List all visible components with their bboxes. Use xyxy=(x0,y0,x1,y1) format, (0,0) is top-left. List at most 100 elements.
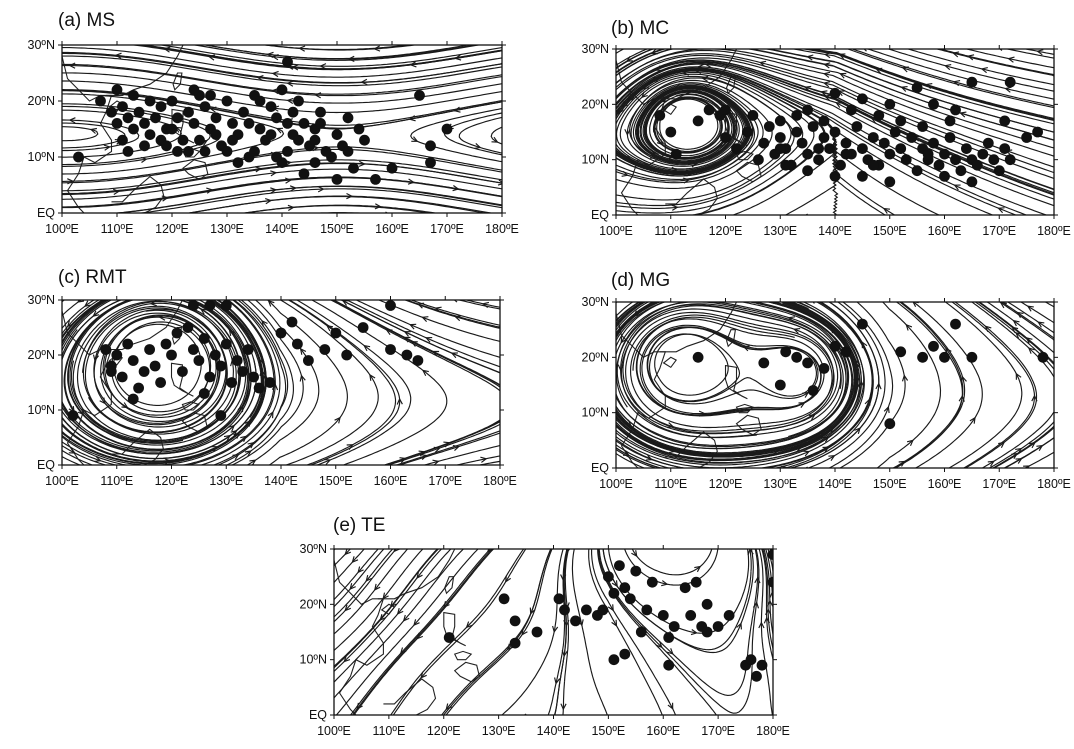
tc-genesis-dot xyxy=(559,604,570,616)
flow-arrow xyxy=(501,117,502,118)
lat-label: 30ºN xyxy=(582,295,610,309)
flow-arrow xyxy=(480,31,486,36)
streamline xyxy=(208,284,226,294)
flow-arrow xyxy=(598,77,604,82)
tc-genesis-dot xyxy=(690,576,702,588)
flow-arrow xyxy=(1011,326,1019,333)
flow-arrow xyxy=(516,189,522,194)
tc-genesis-dot xyxy=(531,626,543,638)
tc-genesis-dot xyxy=(348,162,359,174)
flow-arrow xyxy=(925,83,933,90)
streamline xyxy=(898,302,964,436)
tc-genesis-dot xyxy=(357,322,369,333)
streamline xyxy=(62,93,285,175)
flow-arrow xyxy=(792,328,801,334)
streamline xyxy=(386,178,502,197)
flow-arrow xyxy=(395,532,401,538)
tc-genesis-dot xyxy=(144,95,156,107)
tc-genesis-dot xyxy=(171,327,183,339)
streamline xyxy=(390,549,525,715)
flow-arrow xyxy=(1037,321,1045,328)
flow-arrow xyxy=(1041,290,1047,295)
flow-arrow xyxy=(870,36,876,41)
tc-genesis-dot xyxy=(646,576,658,588)
tc-genesis-dot xyxy=(802,148,813,160)
flow-arrow xyxy=(882,207,891,214)
streamline xyxy=(784,676,794,716)
streamline xyxy=(334,549,352,567)
tc-genesis-dot xyxy=(635,626,647,638)
tc-genesis-dot xyxy=(127,393,139,405)
streamline xyxy=(349,570,472,715)
flow-arrow xyxy=(374,203,382,210)
streamline xyxy=(440,681,472,715)
flow-arrow xyxy=(75,34,80,39)
streamline xyxy=(410,107,502,163)
lon-label: 150ºE xyxy=(319,474,353,488)
tc-genesis-dot xyxy=(264,377,276,388)
tc-genesis-dot xyxy=(215,360,227,372)
lon-label: 110ºE xyxy=(372,724,405,738)
streamline xyxy=(408,284,445,295)
streamline xyxy=(953,33,1000,44)
streamline xyxy=(62,300,287,465)
flow-arrow xyxy=(969,416,976,424)
tc-genesis-dot xyxy=(139,140,150,152)
streamline xyxy=(62,72,502,104)
tc-genesis-dot xyxy=(657,610,669,621)
tc-genesis-dot xyxy=(166,123,178,135)
tc-genesis-dot xyxy=(122,112,134,124)
streamline xyxy=(616,49,847,77)
flow-arrow xyxy=(808,413,816,421)
flow-arrow xyxy=(68,447,76,454)
flow-arrow xyxy=(78,472,84,477)
tc-genesis-dot xyxy=(210,129,222,141)
streamline xyxy=(1065,60,1074,62)
flow-arrow xyxy=(905,323,913,331)
streamline xyxy=(892,302,966,468)
flow-arrow xyxy=(385,329,393,336)
tc-genesis-dot xyxy=(161,140,172,152)
flow-arrow xyxy=(408,323,417,330)
flow-arrow xyxy=(43,313,49,319)
streamline xyxy=(314,643,323,650)
tc-genesis-dot xyxy=(443,632,455,643)
streamline xyxy=(784,660,795,694)
streamlines-d xyxy=(616,290,1074,468)
streamline xyxy=(511,295,520,296)
streamline xyxy=(270,285,281,294)
streamline xyxy=(334,534,345,544)
streamline xyxy=(1065,110,1074,112)
lon-label: 180ºE xyxy=(483,474,517,488)
streamline xyxy=(866,49,940,72)
tc-genesis-dot xyxy=(243,118,255,129)
tc-genesis-dot xyxy=(509,615,521,627)
flow-arrow xyxy=(560,703,567,711)
lon-label: 170ºE xyxy=(428,474,462,488)
streamline xyxy=(511,344,520,346)
tc-genesis-dot xyxy=(835,159,846,171)
tc-genesis-dot xyxy=(320,146,332,157)
tc-genesis-dot xyxy=(144,344,156,355)
tc-genesis-dot xyxy=(293,134,304,146)
streamline xyxy=(62,300,266,462)
flow-arrow xyxy=(307,474,313,479)
flow-arrow xyxy=(349,583,356,590)
flow-arrow xyxy=(289,185,298,192)
flow-arrow xyxy=(267,411,274,419)
flow-arrow xyxy=(632,310,640,317)
flow-arrow xyxy=(790,559,795,565)
streamline xyxy=(767,549,773,576)
tc-genesis-dot xyxy=(701,598,713,610)
tc-genesis-dot xyxy=(128,90,139,101)
flow-arrow xyxy=(453,106,461,113)
flow-arrow xyxy=(42,71,48,76)
flow-arrow xyxy=(240,32,246,37)
flow-arrow xyxy=(1036,49,1044,56)
tc-genesis-dot xyxy=(679,582,691,594)
streamline xyxy=(1065,330,1074,336)
streamline xyxy=(377,549,443,627)
tc-genesis-dot xyxy=(150,112,161,124)
tc-genesis-dot xyxy=(895,346,907,358)
tc-genesis-dot xyxy=(889,126,901,138)
